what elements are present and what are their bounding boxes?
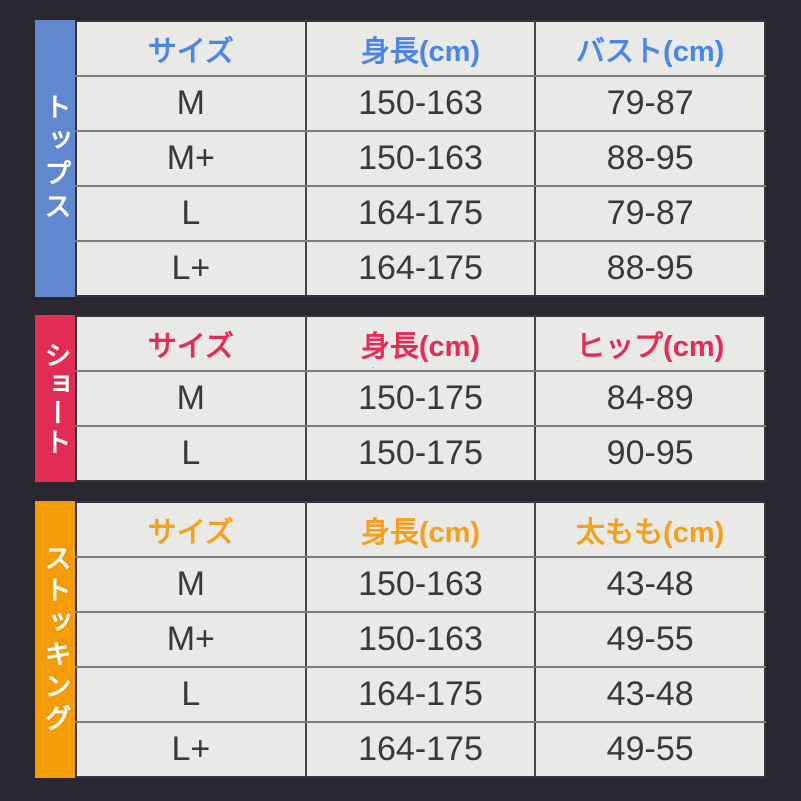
size-table-tops: サイズ 身長(cm) バスト(cm) M 150-163 79-87 M+ 15… <box>75 20 766 297</box>
size-table-section-shorts: ショート サイズ 身長(cm) ヒップ(cm) M 150-175 84-89 … <box>35 315 766 482</box>
size-cell: M <box>75 556 307 613</box>
size-cell: L+ <box>75 721 307 778</box>
size-cell: M <box>75 370 307 427</box>
column-header-size: サイズ <box>75 20 307 77</box>
size-table-section-stockings: ストッキング サイズ 身長(cm) 太もも(cm) M 150-163 43-4… <box>35 501 766 778</box>
height-cell: 164-175 <box>304 721 537 778</box>
thigh-cell: 49-55 <box>534 721 766 778</box>
category-label-stockings: ストッキング <box>40 543 71 736</box>
table-row: L 164-175 43-48 <box>75 666 766 723</box>
thigh-cell: 43-48 <box>534 666 766 723</box>
height-cell: 164-175 <box>304 666 537 723</box>
hip-cell: 84-89 <box>534 370 766 427</box>
table-row: L+ 164-175 49-55 <box>75 721 766 778</box>
category-sidebar-tops: トップス <box>35 20 75 297</box>
bust-cell: 79-87 <box>534 75 766 132</box>
size-cell: L+ <box>75 240 307 297</box>
category-sidebar-shorts: ショート <box>35 315 75 482</box>
size-cell: M+ <box>75 130 307 187</box>
height-cell: 150-175 <box>304 370 537 427</box>
size-cell: L <box>75 425 307 482</box>
bust-cell: 88-95 <box>534 130 766 187</box>
size-cell: M+ <box>75 611 307 668</box>
category-label-shorts: ショート <box>40 340 71 457</box>
table-row: M 150-163 43-48 <box>75 556 766 613</box>
size-table-stockings: サイズ 身長(cm) 太もも(cm) M 150-163 43-48 M+ 15… <box>75 501 766 778</box>
table-row: L 150-175 90-95 <box>75 425 766 482</box>
hip-cell: 90-95 <box>534 425 766 482</box>
column-header-thigh: 太もも(cm) <box>534 501 766 558</box>
size-table-shorts: サイズ 身長(cm) ヒップ(cm) M 150-175 84-89 L 150… <box>75 315 766 482</box>
size-cell: L <box>75 666 307 723</box>
column-header-height: 身長(cm) <box>304 20 537 77</box>
height-cell: 164-175 <box>304 185 537 242</box>
column-header-bust: バスト(cm) <box>534 20 766 77</box>
size-table-section-tops: トップス サイズ 身長(cm) バスト(cm) M 150-163 79-87 … <box>35 20 766 297</box>
column-header-height: 身長(cm) <box>304 501 537 558</box>
bust-cell: 79-87 <box>534 185 766 242</box>
header-row: サイズ 身長(cm) バスト(cm) <box>75 20 766 77</box>
height-cell: 150-163 <box>304 75 537 132</box>
thigh-cell: 43-48 <box>534 556 766 613</box>
thigh-cell: 49-55 <box>534 611 766 668</box>
header-row: サイズ 身長(cm) 太もも(cm) <box>75 501 766 558</box>
height-cell: 150-163 <box>304 130 537 187</box>
table-row: M+ 150-163 88-95 <box>75 130 766 187</box>
table-row: L 164-175 79-87 <box>75 185 766 242</box>
bust-cell: 88-95 <box>534 240 766 297</box>
column-header-size: サイズ <box>75 315 307 372</box>
header-row: サイズ 身長(cm) ヒップ(cm) <box>75 315 766 372</box>
height-cell: 150-163 <box>304 556 537 613</box>
size-cell: L <box>75 185 307 242</box>
column-header-height: 身長(cm) <box>304 315 537 372</box>
height-cell: 150-163 <box>304 611 537 668</box>
table-row: L+ 164-175 88-95 <box>75 240 766 297</box>
height-cell: 150-175 <box>304 425 537 482</box>
size-cell: M <box>75 75 307 132</box>
table-row: M 150-175 84-89 <box>75 370 766 427</box>
column-header-size: サイズ <box>75 501 307 558</box>
table-row: M 150-163 79-87 <box>75 75 766 132</box>
category-sidebar-stockings: ストッキング <box>35 501 75 778</box>
column-header-hip: ヒップ(cm) <box>534 315 766 372</box>
height-cell: 164-175 <box>304 240 537 297</box>
category-label-tops: トップス <box>40 92 71 225</box>
table-row: M+ 150-163 49-55 <box>75 611 766 668</box>
